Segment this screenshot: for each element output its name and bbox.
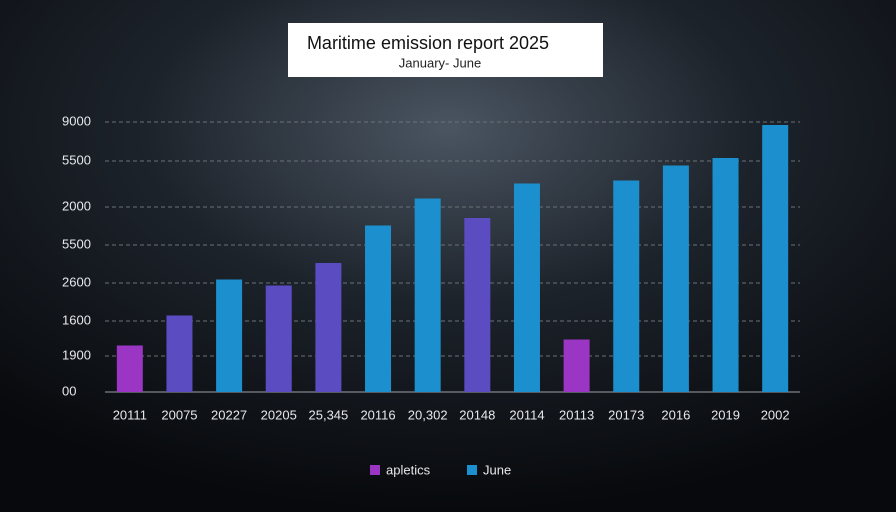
bar <box>216 279 243 392</box>
bar <box>513 183 540 392</box>
x-tick-label: 20075 <box>161 407 197 422</box>
x-tick-label: 2002 <box>761 407 790 422</box>
x-tick-label: 20113 <box>559 407 594 422</box>
legend-label: apletics <box>386 462 431 477</box>
y-tick-label: 5500 <box>62 236 91 251</box>
x-tick-label: 20205 <box>261 407 297 422</box>
bar <box>563 339 590 392</box>
chart-subtitle: January- June <box>399 55 481 70</box>
bar <box>613 180 640 392</box>
x-tick-label: 20116 <box>360 407 395 422</box>
bar <box>662 165 689 392</box>
bar <box>116 345 143 392</box>
y-tick-label: 9000 <box>62 113 91 128</box>
x-tick-label: 20114 <box>509 407 544 422</box>
bar <box>166 315 193 392</box>
legend-label: June <box>483 462 511 477</box>
x-tick-label: 20,302 <box>408 407 448 422</box>
legend-swatch <box>467 465 477 475</box>
x-tick-label: 20111 <box>113 407 147 422</box>
x-tick-label: 2016 <box>661 407 690 422</box>
y-tick-label: 1900 <box>62 347 91 362</box>
chart-title: Maritime emission report 2025 <box>307 33 549 53</box>
y-tick-label: 1600 <box>62 312 91 327</box>
x-tick-label: 20148 <box>459 407 495 422</box>
x-tick-label: 2019 <box>711 407 740 422</box>
y-tick-label: 2600 <box>62 274 91 289</box>
bar <box>315 263 342 392</box>
y-tick-label: 2000 <box>62 198 91 213</box>
legend-swatch <box>370 465 380 475</box>
x-tick-label: 25,345 <box>309 407 349 422</box>
bar <box>414 198 441 392</box>
x-tick-label: 20173 <box>608 407 644 422</box>
bar <box>712 158 739 392</box>
x-tick-label: 20227 <box>211 407 247 422</box>
y-tick-label: 00 <box>62 383 76 398</box>
bar <box>365 225 392 392</box>
y-tick-label: 5500 <box>62 152 91 167</box>
bar <box>762 125 789 392</box>
title-box <box>288 23 603 77</box>
bar <box>265 285 292 392</box>
bar <box>464 218 491 392</box>
